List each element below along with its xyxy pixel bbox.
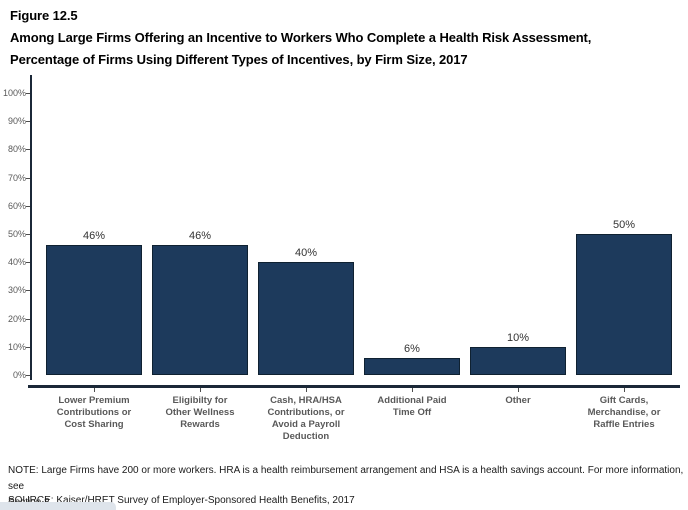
source-text: SOURCE: Kaiser/HRET Survey of Employer-S…: [8, 495, 355, 506]
bar-slot: 6%: [359, 93, 465, 375]
bar: [151, 245, 249, 375]
figure-title-line1: Among Large Firms Offering an Incentive …: [10, 30, 592, 45]
y-tick-mark: [26, 234, 30, 235]
y-tick-label: 60%: [7, 200, 26, 211]
bar-slot: 46%: [147, 93, 253, 375]
y-tick-label: 80%: [7, 144, 26, 155]
bar-slot: 50%: [571, 93, 677, 375]
y-tick-mark: [26, 93, 30, 94]
y-tick-label: 70%: [7, 172, 26, 183]
bar: [469, 346, 567, 375]
y-tick-mark: [26, 318, 30, 320]
x-category-label: Eligibilty for Other Wellness Rewards: [165, 395, 235, 430]
bar: [575, 234, 673, 375]
x-tick-mark: [253, 388, 359, 392]
bar-slot: 40%: [253, 93, 359, 375]
x-category-label: Other: [505, 395, 531, 406]
x-tick-mark: [465, 388, 571, 392]
y-tick-label: 100%: [2, 88, 26, 98]
x-category-label: Cash, HRA/HSA Contributions, or Avoid a …: [267, 395, 345, 442]
bar-value-label: 6%: [404, 343, 420, 356]
bar-value-label: 40%: [294, 247, 318, 260]
y-tick-mark: [26, 121, 30, 123]
y-tick-mark: [26, 149, 30, 151]
y-tick-label: 90%: [7, 116, 26, 127]
bar-value-label: 50%: [612, 219, 636, 231]
x-tick-mark: [359, 388, 465, 392]
x-category-label: Lower Premium Contributions or Cost Shar…: [56, 395, 132, 430]
x-tick-mark: [147, 388, 253, 392]
y-tick-mark: [26, 290, 30, 292]
y-tick-mark: [26, 262, 30, 264]
bar-slot: 46%: [41, 93, 147, 375]
bar-value-label: 46%: [82, 230, 106, 243]
bar: [257, 262, 355, 375]
bar: [363, 358, 461, 375]
plot-area: 46% 46% 40% 6% 10% 50%: [41, 93, 677, 375]
y-tick-label: 50%: [7, 229, 26, 239]
figure-number: Figure 12.5: [10, 8, 78, 23]
y-tick-label: 40%: [7, 257, 26, 268]
x-axis-labels: Lower Premium Contributions or Cost Shar…: [41, 395, 677, 443]
y-tick-label: 0%: [12, 370, 26, 380]
y-tick-mark: [26, 177, 30, 179]
bar: [45, 245, 143, 375]
selection-artifact: [0, 502, 116, 510]
y-tick-mark: [26, 346, 30, 348]
x-category-label: Gift Cards, Merchandise, or Raffle Entri…: [587, 395, 661, 430]
y-tick-label: 30%: [7, 285, 26, 296]
figure-title-line2: Percentage of Firms Using Different Type…: [10, 52, 468, 67]
x-tick-mark: [571, 388, 677, 392]
bar-value-label: 10%: [506, 331, 530, 344]
x-axis-line: [28, 385, 680, 388]
y-tick-mark: [26, 205, 30, 207]
bar-value-label: 46%: [188, 230, 212, 243]
y-tick-label: 20%: [7, 313, 26, 324]
bar-slot: 10%: [465, 93, 571, 375]
y-axis-line: [30, 75, 32, 380]
x-category-label: Additional Paid Time Off: [377, 395, 447, 418]
x-tick-mark: [41, 388, 147, 392]
figure-header: Figure 12.5 Among Large Firms Offering a…: [10, 5, 680, 71]
x-axis-ticks: [41, 388, 677, 392]
y-tick-label: 10%: [7, 341, 26, 352]
y-tick-mark: [26, 375, 30, 376]
